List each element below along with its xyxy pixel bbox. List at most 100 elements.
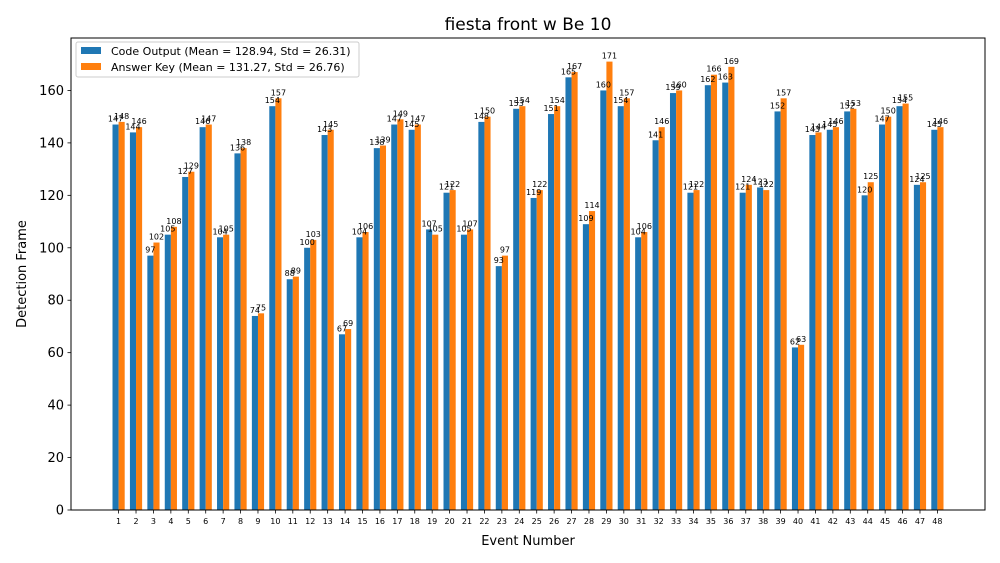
x-tick-label-44: 44 [863, 517, 873, 526]
bar-answer-key-5 [188, 171, 195, 511]
data-label-code-output-26: 151 [543, 104, 558, 113]
bar-code-output-14 [338, 334, 346, 510]
bar-code-output-31 [635, 237, 642, 511]
x-tick-label-24: 24 [514, 517, 524, 526]
data-label-code-output-37: 121 [735, 183, 750, 192]
x-tick-label-27: 27 [566, 517, 576, 526]
x-tick-label-23: 23 [497, 517, 507, 526]
data-labels-layer: 1471449710512714610413674154881001436710… [108, 52, 948, 347]
x-tick-label-33: 33 [671, 517, 681, 526]
data-label-answer-key-37: 124 [741, 175, 756, 184]
bar-code-output-24 [513, 108, 520, 511]
chart-title: fiesta front w Be 10 [445, 15, 612, 35]
data-label-code-output-38: 123 [752, 177, 767, 186]
bar-answer-key-17 [397, 119, 404, 510]
bar-answer-key-43 [850, 108, 857, 511]
data-label-answer-key-17: 149 [393, 109, 408, 118]
data-label-answer-key-45: 150 [881, 107, 896, 116]
x-tick-label-21: 21 [462, 517, 472, 526]
data-label-answer-key-24: 154 [515, 96, 530, 105]
y-axis-label: Detection Frame [15, 220, 30, 328]
data-label-answer-key-22: 150 [480, 107, 495, 116]
bar-answer-key-10 [275, 98, 282, 510]
y-tick-label-60: 60 [47, 346, 64, 361]
bar-answer-key-2 [136, 127, 143, 510]
x-tick-label-25: 25 [532, 517, 542, 526]
y-tick-label-120: 120 [39, 189, 64, 204]
y-axis: 0 20 40 60 80 100 120 140 160 [39, 84, 71, 519]
bar-answer-key-34 [693, 190, 700, 510]
bar-code-output-15 [356, 237, 363, 511]
data-label-code-output-24: 153 [509, 99, 524, 108]
y-tick-label-0: 0 [56, 504, 64, 519]
x-tick-label-2: 2 [133, 517, 138, 526]
bar-answer-key-30 [623, 98, 630, 510]
x-tick-label-45: 45 [880, 517, 890, 526]
data-label-code-output-41: 143 [805, 125, 820, 134]
data-label-answer-key-48: 146 [933, 117, 948, 126]
x-tick-label-47: 47 [915, 517, 925, 526]
data-label-code-output-20: 121 [439, 183, 454, 192]
data-label-code-output-34: 121 [683, 183, 698, 192]
data-label-code-output-11: 88 [285, 269, 295, 278]
bar-code-output-26 [548, 114, 555, 510]
data-label-code-output-32: 141 [648, 130, 663, 139]
x-axis-label: Event Number [481, 534, 575, 549]
bar-answer-key-37 [745, 184, 752, 510]
bar-answer-key-46 [902, 103, 909, 510]
bar-answer-key-40 [798, 344, 805, 510]
bar-answer-key-24 [519, 106, 526, 511]
data-label-code-output-5: 127 [178, 167, 193, 176]
data-label-code-output-6: 146 [195, 117, 210, 126]
bar-code-output-41 [809, 135, 816, 510]
bar-answer-key-22 [484, 116, 491, 511]
bar-code-output-36 [722, 82, 729, 510]
data-label-code-output-43: 152 [840, 101, 855, 110]
bar-code-output-18 [408, 129, 415, 510]
bar-answer-key-35 [710, 74, 718, 511]
bar-answer-key-11 [292, 276, 299, 510]
x-tick-label-48: 48 [932, 517, 942, 526]
bar-code-output-12 [304, 247, 311, 510]
data-label-answer-key-39: 157 [776, 88, 791, 97]
data-label-answer-key-40: 63 [796, 335, 806, 344]
x-tick-label-13: 13 [323, 517, 333, 526]
bar-answer-key-25 [536, 190, 543, 510]
bar-code-output-33 [669, 93, 677, 510]
bar-code-output-44 [861, 195, 868, 510]
data-label-answer-key-15: 106 [358, 222, 373, 231]
bar-code-output-10 [269, 106, 276, 511]
data-label-answer-key-20: 122 [445, 180, 460, 189]
bar-code-output-3 [147, 255, 154, 510]
data-label-code-output-33: 159 [665, 83, 680, 92]
data-label-answer-key-7: 105 [219, 225, 234, 234]
bar-answer-key-18 [414, 124, 421, 510]
bar-answer-key-33 [676, 90, 683, 510]
data-label-answer-key-16: 139 [375, 136, 390, 145]
bar-answer-key-9 [257, 313, 265, 510]
data-label-code-output-2: 144 [125, 122, 140, 131]
data-label-answer-key-31: 106 [637, 222, 652, 231]
data-label-code-output-29: 160 [596, 80, 611, 89]
bar-code-output-48 [931, 129, 938, 510]
data-label-code-output-1: 147 [108, 115, 123, 124]
bar-answer-key-14 [345, 329, 352, 510]
x-tick-label-34: 34 [688, 517, 698, 526]
legend-entry-code-output: Code Output (Mean = 128.94, Std = 26.31) [111, 45, 351, 58]
x-tick-label-32: 32 [654, 517, 664, 526]
bar-code-output-35 [704, 85, 711, 510]
data-label-answer-key-4: 108 [166, 217, 181, 226]
bar-answer-key-44 [867, 182, 874, 510]
data-label-code-output-47: 124 [909, 175, 924, 184]
bar-code-output-34 [687, 192, 694, 510]
x-tick-label-46: 46 [897, 517, 907, 526]
x-tick-label-42: 42 [828, 517, 838, 526]
bar-code-output-32 [652, 140, 659, 510]
bar-answer-key-42 [832, 127, 839, 510]
bar-code-output-8 [234, 153, 241, 510]
bar-answer-key-45 [885, 116, 892, 511]
x-tick-label-30: 30 [619, 517, 629, 526]
data-label-answer-key-34: 122 [689, 180, 704, 189]
x-tick-label-10: 10 [270, 517, 280, 526]
bar-code-output-5 [182, 176, 189, 511]
